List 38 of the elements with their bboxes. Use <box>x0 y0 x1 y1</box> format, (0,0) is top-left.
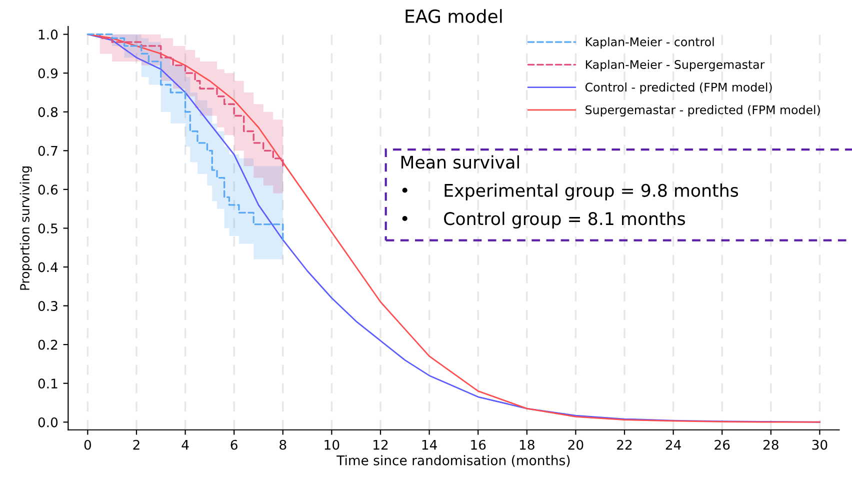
legend-label: Kaplan-Meier - control <box>586 37 714 49</box>
chart-title: EAG model <box>406 9 502 24</box>
y-tick-label: 0.1 <box>38 378 58 389</box>
x-tick-label: 0 <box>84 440 91 450</box>
annotation: • Experimental group = 9.8 months <box>402 184 738 200</box>
line-series <box>86 34 820 423</box>
y-tick-label: 0.2 <box>38 340 58 350</box>
x-tick-label: 30 <box>812 440 828 450</box>
annotation: • Control group = 8.1 months <box>402 212 686 229</box>
x-tick-label: 12 <box>374 440 388 450</box>
legend-label: Supergemastar - predicted (FPM model) <box>586 105 820 117</box>
x-tick-label: 26 <box>714 440 730 450</box>
legend-label: Control - predicted (FPM model) <box>585 82 772 94</box>
legend-label: Kaplan-Meier - Supergemastar <box>586 60 765 72</box>
y-tick-label: 0.3 <box>38 300 58 311</box>
y-axis-title: Proportion surviving <box>20 166 32 290</box>
x-tick-label: 20 <box>568 440 584 450</box>
y-tick-label: 0.0 <box>38 417 58 428</box>
y-tick-label: 0.7 <box>38 146 58 156</box>
y-tick-label: 1.0 <box>38 30 58 40</box>
x-tick-label: 8 <box>280 440 286 450</box>
y-tick-label: 0.8 <box>38 107 58 118</box>
x-tick-label: 18 <box>520 440 534 450</box>
y-tick-label: 0.5 <box>38 223 58 234</box>
x-tick-label: 16 <box>471 440 486 450</box>
x-tick-label: 22 <box>617 440 632 450</box>
y-tick-label: 0.4 <box>38 262 58 272</box>
x-tick-label: 6 <box>230 440 238 450</box>
y-tick-label: 0.6 <box>38 184 58 195</box>
x-tick-label: 24 <box>666 440 681 450</box>
x-tick-label: 10 <box>324 440 340 450</box>
x-tick-label: 28 <box>763 440 778 450</box>
x-tick-label: 4 <box>182 440 189 450</box>
x-tick-label: 14 <box>422 440 437 450</box>
y-tick-label: 0.9 <box>38 68 58 78</box>
x-axis-title: Time since randomisation (months) <box>336 455 570 467</box>
annotation: Mean survival <box>401 155 519 169</box>
x-tick-label: 2 <box>133 440 140 450</box>
